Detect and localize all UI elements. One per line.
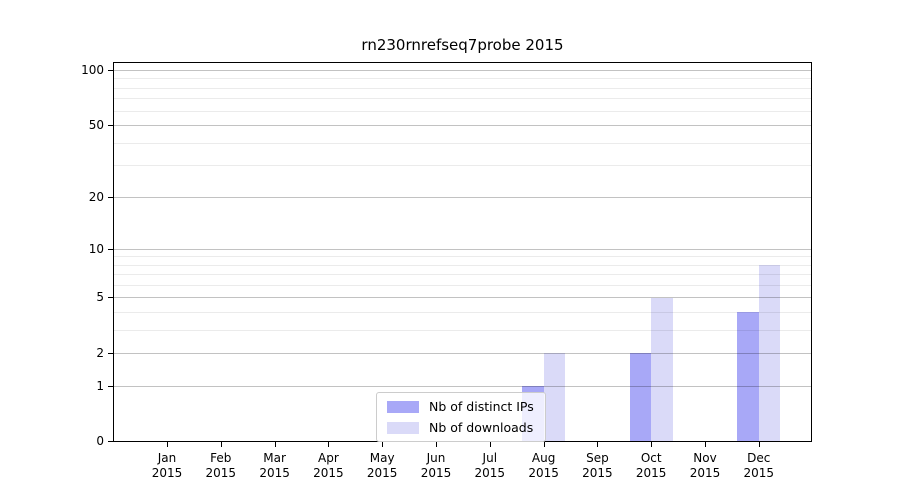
- x-tick-label-mar: Mar 2015: [245, 451, 305, 481]
- bar-ips-oct: [629, 353, 652, 441]
- month-label: Dec: [747, 451, 771, 465]
- year-label: 2015: [582, 466, 613, 480]
- year-label: 2015: [474, 466, 506, 480]
- major-gridline-2: [114, 353, 811, 355]
- x-tick-label-jan: Jan 2015: [137, 451, 197, 481]
- x-tick-mar: [274, 442, 276, 447]
- major-gridline-100: [114, 69, 811, 71]
- legend-swatch-ips-icon: [387, 400, 419, 413]
- bar-ips-dec: [737, 312, 759, 441]
- year-label: 2015: [635, 466, 667, 480]
- year-label: 2015: [366, 466, 398, 480]
- major-gridline-20: [114, 196, 811, 198]
- legend-swatch-downloads-icon: [387, 421, 419, 434]
- bar-downloads-dec: [758, 264, 781, 441]
- minor-gridline-90: [114, 78, 811, 80]
- y-tick-label-20: 20: [88, 189, 104, 204]
- legend-label-distinct-ips: Nb of distinct IPs: [429, 399, 534, 414]
- x-tick-label-may: May 2015: [352, 451, 412, 481]
- year-label: 2015: [689, 466, 721, 480]
- month-label: Mar: [263, 451, 286, 465]
- legend-item-downloads: Nb of downloads: [387, 420, 534, 435]
- month-label: May: [369, 451, 395, 465]
- legend: Nb of distinct IPs Nb of downloads: [376, 392, 546, 442]
- x-tick-label-nov: Nov 2015: [675, 451, 735, 481]
- y-tick-2: [108, 353, 113, 355]
- y-tick-50: [108, 125, 113, 127]
- month-label: Jul: [482, 451, 498, 465]
- major-gridline-5: [114, 297, 811, 299]
- y-tick-label-5: 5: [96, 290, 104, 305]
- minor-gridline-8: [114, 264, 811, 266]
- year-label: 2015: [205, 466, 237, 480]
- x-tick-label-jul: Jul 2015: [460, 451, 520, 481]
- x-tick-jan: [167, 442, 168, 447]
- x-tick-label-jun: Jun 2015: [406, 451, 466, 481]
- minor-gridline-30: [114, 165, 811, 167]
- x-tick-jun: [436, 442, 437, 447]
- month-label: Nov: [693, 451, 717, 465]
- month-label: Jun: [426, 451, 446, 465]
- minor-gridline-80: [114, 87, 811, 89]
- x-tick-label-dec: Dec 2015: [729, 451, 789, 481]
- minor-gridline-4: [114, 312, 811, 314]
- x-tick-jul: [489, 442, 491, 447]
- month-label: Aug: [531, 451, 556, 465]
- month-label: Apr: [318, 451, 339, 465]
- x-tick-label-aug: Aug 2015: [514, 451, 574, 481]
- minor-gridline-6: [114, 285, 811, 287]
- year-label: 2015: [528, 466, 559, 480]
- major-gridline-10: [114, 248, 811, 250]
- y-tick-20: [108, 196, 113, 198]
- x-tick-aug: [543, 442, 545, 447]
- plot-area: Nb of distinct IPs Nb of downloads: [113, 62, 812, 442]
- bar-downloads-aug: [543, 353, 566, 441]
- x-tick-apr: [328, 442, 330, 447]
- x-tick-label-feb: Feb 2015: [191, 451, 251, 481]
- year-label: 2015: [151, 466, 183, 480]
- y-tick-label-10: 10: [88, 241, 104, 256]
- y-tick-label-50: 50: [88, 118, 104, 133]
- x-tick-oct: [651, 442, 653, 447]
- month-label: Sep: [586, 451, 609, 465]
- y-tick-label-0: 0: [96, 434, 104, 448]
- minor-gridline-9: [114, 256, 811, 258]
- x-tick-nov: [705, 442, 706, 447]
- year-label: 2015: [420, 466, 452, 480]
- bar-downloads-oct: [651, 297, 673, 441]
- minor-gridline-60: [114, 110, 811, 112]
- x-tick-label-oct: Oct 2015: [621, 451, 681, 481]
- y-tick-1: [108, 385, 113, 387]
- x-tick-may: [382, 442, 384, 447]
- y-tick-label-1: 1: [96, 378, 104, 393]
- chart-title: rn230rnrefseq7probe 2015: [361, 36, 564, 54]
- major-gridline-1: [114, 385, 811, 387]
- year-label: 2015: [313, 466, 344, 480]
- minor-gridline-40: [114, 142, 811, 144]
- minor-gridline-3: [114, 330, 811, 332]
- y-tick-label-100: 100: [81, 62, 104, 77]
- year-label: 2015: [259, 466, 290, 480]
- y-tick-5: [108, 297, 113, 299]
- x-tick-dec: [758, 442, 760, 447]
- x-tick-sep: [597, 442, 599, 447]
- minor-gridline-7: [114, 274, 811, 276]
- y-tick-10: [108, 248, 113, 250]
- legend-item-distinct-ips: Nb of distinct IPs: [387, 399, 534, 414]
- legend-label-downloads: Nb of downloads: [429, 420, 534, 435]
- x-tick-feb: [220, 442, 222, 447]
- year-label: 2015: [743, 466, 775, 480]
- minor-gridline-70: [114, 98, 811, 100]
- month-label: Feb: [210, 451, 232, 465]
- y-tick-label-2: 2: [96, 346, 104, 361]
- major-gridline-50: [114, 125, 811, 127]
- month-label: Jan: [157, 451, 177, 465]
- month-label: Oct: [640, 451, 662, 465]
- y-tick-100: [108, 69, 113, 71]
- y-tick-0: [108, 441, 113, 442]
- x-tick-label-sep: Sep 2015: [567, 451, 627, 481]
- x-tick-label-apr: Apr 2015: [298, 451, 358, 481]
